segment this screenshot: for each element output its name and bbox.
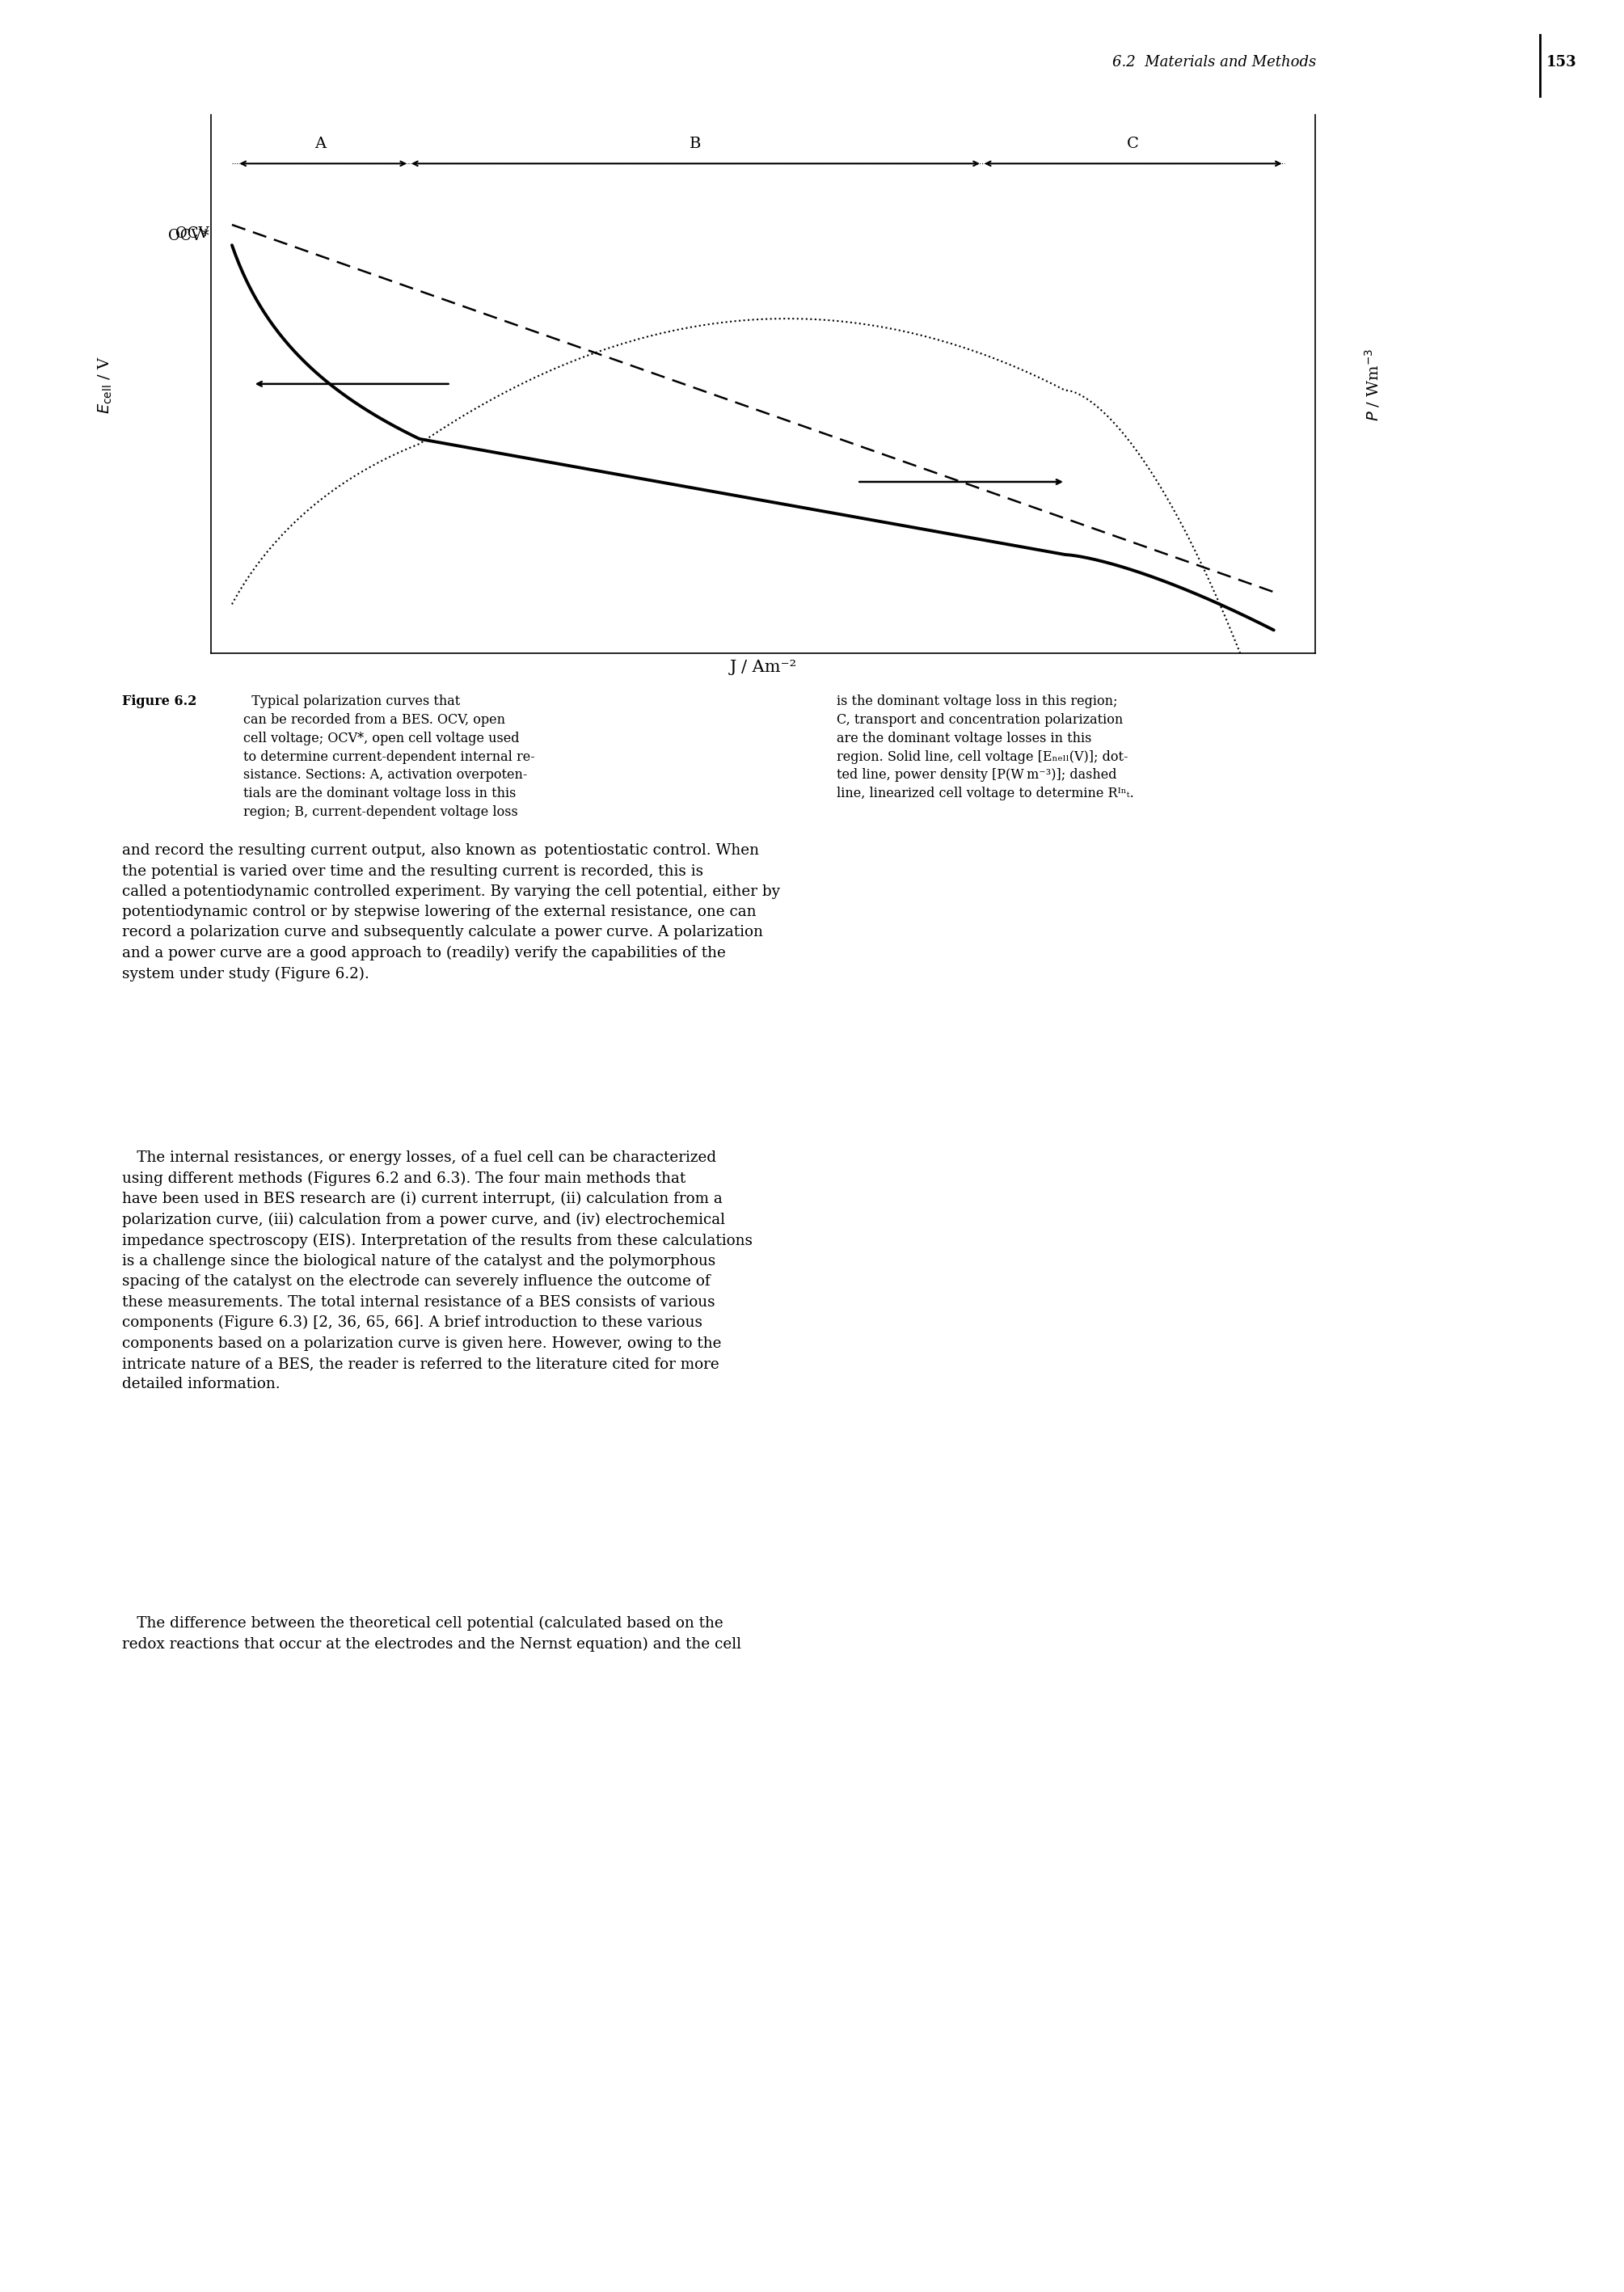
Text: and record the resulting current output, also known as  potentiostatic control. : and record the resulting current output,… <box>122 843 780 981</box>
Text: B: B <box>690 138 702 151</box>
X-axis label: J / Am⁻²: J / Am⁻² <box>729 660 797 676</box>
Text: 153: 153 <box>1546 55 1577 69</box>
Text: The internal resistances, or energy losses, of a fuel cell can be characterized
: The internal resistances, or energy loss… <box>122 1151 752 1391</box>
Text: The difference between the theoretical cell potential (calculated based on the
r: The difference between the theoretical c… <box>122 1616 741 1650</box>
Text: Figure 6.2: Figure 6.2 <box>122 694 197 708</box>
Text: $P$ / Wm$^{-3}$: $P$ / Wm$^{-3}$ <box>1363 348 1382 422</box>
Text: OCV: OCV <box>175 227 209 241</box>
Text: A: A <box>315 138 326 151</box>
Text: $E_\mathrm{cell}$ / V: $E_\mathrm{cell}$ / V <box>97 355 114 415</box>
Text: C: C <box>1127 138 1138 151</box>
Text: OCV*: OCV* <box>169 229 209 243</box>
Text: is the dominant voltage loss in this region;
C, transport and concentration pola: is the dominant voltage loss in this reg… <box>836 694 1134 800</box>
Text: Typical polarization curves that
can be recorded from a BES. OCV, open
cell volt: Typical polarization curves that can be … <box>244 694 536 818</box>
Text: 6.2  Materials and Methods: 6.2 Materials and Methods <box>1112 55 1317 69</box>
